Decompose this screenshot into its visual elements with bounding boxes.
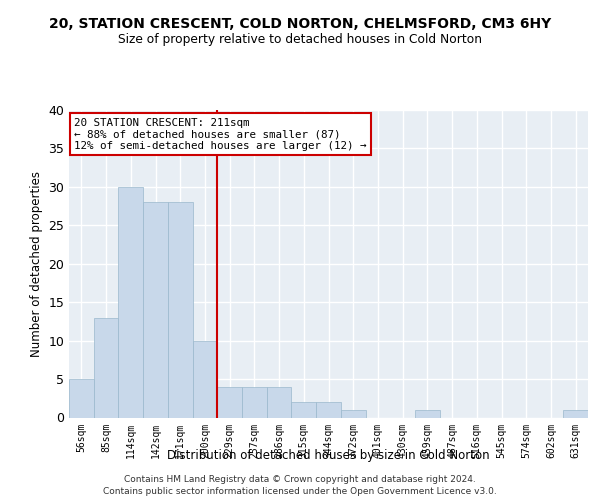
Bar <box>168 202 193 418</box>
Text: Contains public sector information licensed under the Open Government Licence v3: Contains public sector information licen… <box>103 486 497 496</box>
Bar <box>94 318 118 418</box>
Text: Contains HM Land Registry data © Crown copyright and database right 2024.: Contains HM Land Registry data © Crown c… <box>124 476 476 484</box>
Bar <box>118 187 143 418</box>
Bar <box>415 410 440 418</box>
Bar <box>217 387 242 418</box>
Bar <box>341 410 365 418</box>
Text: Distribution of detached houses by size in Cold Norton: Distribution of detached houses by size … <box>167 448 490 462</box>
Text: 20, STATION CRESCENT, COLD NORTON, CHELMSFORD, CM3 6HY: 20, STATION CRESCENT, COLD NORTON, CHELM… <box>49 18 551 32</box>
Y-axis label: Number of detached properties: Number of detached properties <box>30 171 43 357</box>
Bar <box>563 410 588 418</box>
Bar <box>143 202 168 418</box>
Bar <box>242 387 267 418</box>
Text: 20 STATION CRESCENT: 211sqm
← 88% of detached houses are smaller (87)
12% of sem: 20 STATION CRESCENT: 211sqm ← 88% of det… <box>74 118 367 151</box>
Bar <box>69 379 94 418</box>
Bar <box>316 402 341 417</box>
Bar <box>292 402 316 417</box>
Text: Size of property relative to detached houses in Cold Norton: Size of property relative to detached ho… <box>118 32 482 46</box>
Bar <box>193 340 217 417</box>
Bar <box>267 387 292 418</box>
